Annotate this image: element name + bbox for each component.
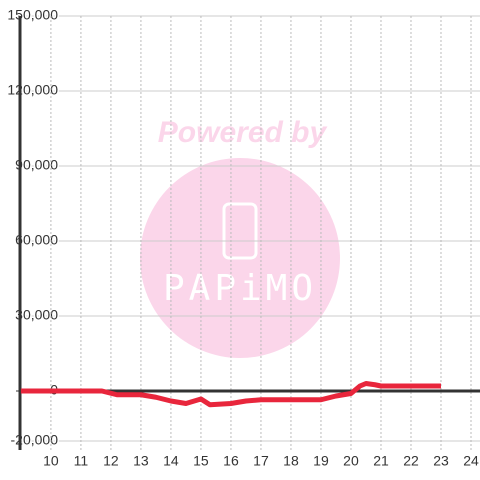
x-tick-label: 24	[463, 453, 479, 469]
y-tick-label: -20,000	[11, 432, 59, 448]
x-tick-label: 18	[283, 453, 299, 469]
watermark-text: Powered by	[158, 116, 328, 149]
y-tick-label: 30,000	[15, 307, 58, 323]
x-tick-label: 23	[433, 453, 449, 469]
watermark-logo: PAPiMO	[163, 268, 317, 309]
y-tick-label: 60,000	[15, 232, 58, 248]
x-tick-label: 19	[313, 453, 329, 469]
x-tick-label: 21	[373, 453, 389, 469]
x-tick-label: 14	[163, 453, 179, 469]
x-tick-label: 11	[74, 453, 89, 469]
x-tick-label: 16	[223, 453, 239, 469]
watermark-phone	[222, 202, 258, 260]
data-line	[20, 381, 441, 408]
x-tick-label: 17	[253, 453, 269, 469]
x-tick-label: 12	[103, 453, 119, 469]
x-tick-label: 13	[133, 453, 149, 469]
x-tick-label: 22	[403, 453, 419, 469]
x-tick-label: 15	[193, 453, 209, 469]
y-tick-label: 90,000	[15, 157, 58, 173]
x-tick-label: 10	[43, 453, 59, 469]
x-tick-label: 20	[343, 453, 359, 469]
